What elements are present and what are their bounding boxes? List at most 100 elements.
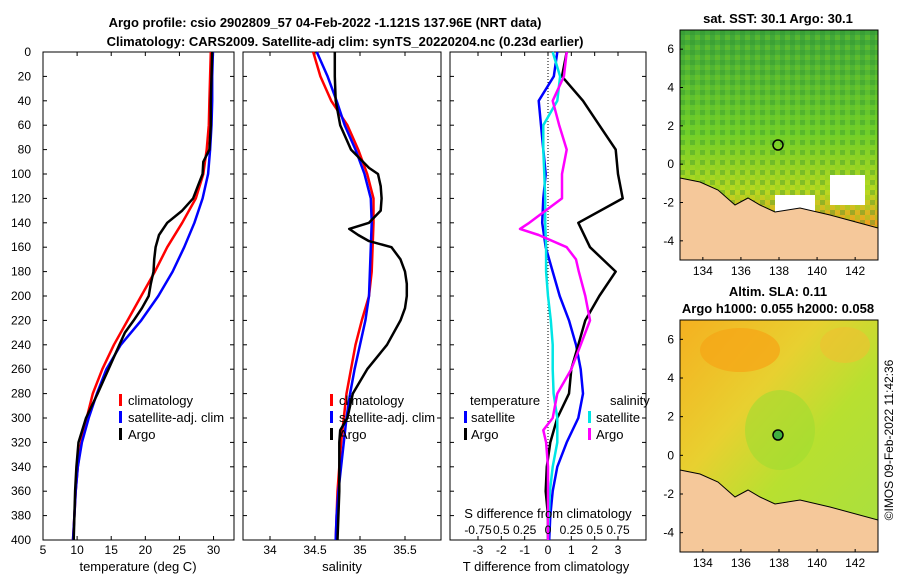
legend-swatch-s-satellite [588, 411, 591, 423]
depth-tick-label: 200 [11, 289, 31, 303]
depth-tick-label: 80 [18, 143, 32, 157]
legend-label-satellite: satellite-adj. clim [339, 410, 435, 425]
s-diff-tick-label: 0.25 [513, 523, 537, 537]
difference-plot: -3 -2 -1 0 1 2 3 [450, 51, 646, 557]
map-y-tick-label: -2 [663, 487, 674, 501]
series-line-t-satellite [537, 51, 585, 541]
depth-tick-label: 100 [11, 167, 31, 181]
depth-tick-label: 320 [11, 435, 31, 449]
map-x-tick-label: 140 [807, 264, 827, 278]
map-y-tick-label: -2 [663, 196, 674, 210]
legend-label-t-satellite: satellite [471, 410, 515, 425]
map-y-tick-label: -4 [663, 234, 674, 248]
legend-swatch-climatology [330, 394, 333, 406]
x-tick-label: 35 [353, 543, 367, 557]
series-line-climatology [71, 51, 213, 541]
x-tick-label: 1 [568, 543, 575, 557]
x-tick-label: -2 [496, 543, 507, 557]
legend-swatch-satellite [119, 411, 122, 423]
x-tick-label: 15 [105, 543, 119, 557]
depth-tick-label: 360 [11, 484, 31, 498]
map-y-tick-label: 6 [667, 42, 674, 56]
s-diff-tick-label: 0.5 [586, 523, 603, 537]
legend-label-climatology: climatology [339, 393, 405, 408]
depth-tick-label: 180 [11, 265, 31, 279]
depth-tick-label: 340 [11, 460, 31, 474]
map-x-tick-label: 138 [769, 264, 789, 278]
x-tick-label: 34 [263, 543, 277, 557]
sst-map-ticks: 134 136 138 140 142 6 4 2 0 -2 -4 [663, 42, 865, 278]
map-x-tick-label: 142 [845, 264, 865, 278]
map-x-tick-label: 138 [769, 556, 789, 570]
legend-label-s-satellite: satellite [596, 410, 640, 425]
x-tick-label: -3 [473, 543, 484, 557]
map-y-tick-label: 4 [667, 81, 674, 95]
map-x-tick-label: 134 [693, 264, 713, 278]
legend-swatch-t-satellite [464, 411, 467, 423]
salinity-xlabel: salinity [322, 559, 362, 574]
legend-swatch-argo [119, 428, 122, 440]
x-tick-label: 5 [40, 543, 47, 557]
map-y-tick-label: 2 [667, 119, 674, 133]
map-x-tick-label: 136 [731, 264, 751, 278]
sst-map-title: sat. SST: 30.1 Argo: 30.1 [703, 11, 853, 26]
map-y-tick-label: 4 [667, 371, 674, 385]
difference-xlabel: T difference from climatology [463, 559, 630, 574]
x-tick-label: 30 [207, 543, 221, 557]
series-line-satellite-adj-clim [315, 51, 373, 541]
x-tick-label: 34.5 [303, 543, 327, 557]
depth-tick-label: 120 [11, 191, 31, 205]
s-difference-tick-labels: -0.75 0.5 0.25 0 0.25 0.5 0.75 [464, 523, 630, 537]
map-y-tick-label: 0 [667, 448, 674, 462]
legend-swatch-climatology [119, 394, 122, 406]
x-tick-label: 25 [173, 543, 187, 557]
map-x-tick-label: 136 [731, 556, 751, 570]
depth-tick-labels: 0 20 40 60 80 100 120 140 160 180 200 220 240 260 280 3… [11, 45, 31, 547]
depth-tick-label: 0 [24, 45, 31, 59]
x-tick-label: 0 [545, 543, 552, 557]
depth-tick-label: 260 [11, 362, 31, 376]
header-line-1: Argo profile: csio 2902809_57 04-Feb-202… [109, 15, 542, 30]
depth-tick-label: 380 [11, 509, 31, 523]
imos-credit: ©IMOS 09-Feb-2022 11:42:36 [882, 359, 896, 520]
series-line-climatology [312, 51, 375, 541]
depth-tick-label: 140 [11, 216, 31, 230]
temperature-plot: 5 10 15 20 25 30 [40, 51, 234, 557]
series-line-s-argo [518, 51, 592, 540]
series-line-satellite-adj-clim [71, 51, 215, 541]
depth-tick-label: 400 [11, 533, 31, 547]
depth-tick-label: 60 [18, 118, 32, 132]
legend-label-t-argo: Argo [471, 427, 498, 442]
temperature-panel-frame [42, 51, 235, 541]
map-y-tick-label: -4 [663, 526, 674, 540]
depth-tick-label: 280 [11, 387, 31, 401]
salinity-legend: climatology satellite-adj. clim Argo [330, 393, 435, 442]
x-tick-label: 3 [615, 543, 622, 557]
legend-label-climatology: climatology [128, 393, 194, 408]
sst-cloud-gap [830, 175, 865, 205]
map-y-tick-label: 6 [667, 332, 674, 346]
sla-map-title: Altim. SLA: 0.11 [729, 284, 827, 299]
x-tick-label: -1 [519, 543, 530, 557]
s-diff-tick-label: 0.25 [560, 523, 584, 537]
sla-argo-location-marker [772, 429, 784, 441]
s-diff-tick-label: 0 [545, 523, 552, 537]
x-tick-label: 10 [70, 543, 84, 557]
legend-title-salinity: salinity [610, 393, 650, 408]
legend-swatch-satellite [330, 411, 333, 423]
x-tick-label: 20 [139, 543, 153, 557]
legend-label-satellite: satellite-adj. clim [128, 410, 224, 425]
s-diff-tick-label: -0.75 [464, 523, 492, 537]
depth-tick-label: 20 [18, 69, 32, 83]
series-line-s-satellite [542, 51, 562, 541]
sst-map [679, 29, 879, 261]
s-diff-tick-label: 0.75 [606, 523, 630, 537]
sla-map-subtitle: Argo h1000: 0.055 h2000: 0.058 [682, 301, 874, 316]
sla-map-ticks: 134 136 138 140 142 6 4 2 0 -2 -4 [663, 332, 865, 570]
temperature-legend: climatology satellite-adj. clim Argo [119, 393, 224, 442]
legend-label-s-argo: Argo [596, 427, 623, 442]
s-diff-tick-label: 0.5 [493, 523, 510, 537]
legend-title-temperature: temperature [470, 393, 540, 408]
temperature-xlabel: temperature (deg C) [79, 559, 196, 574]
